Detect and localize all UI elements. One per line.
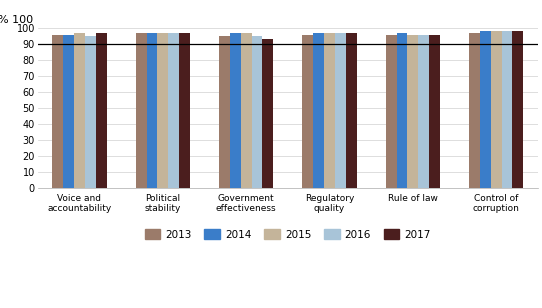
Bar [469, 33, 480, 188]
Bar [512, 31, 523, 188]
Bar [346, 33, 357, 188]
Bar [241, 33, 251, 188]
Bar [157, 33, 168, 188]
Bar [96, 33, 107, 188]
Bar [251, 36, 262, 188]
Bar [480, 31, 491, 188]
Bar [168, 33, 179, 188]
Bar [136, 33, 146, 188]
Bar [53, 34, 63, 188]
Bar [429, 34, 440, 188]
Bar [386, 34, 397, 188]
Bar [219, 36, 230, 188]
Bar [313, 33, 324, 188]
Bar [179, 33, 190, 188]
Bar [262, 39, 273, 188]
Bar [324, 33, 335, 188]
Bar [408, 34, 418, 188]
Bar [397, 33, 408, 188]
Bar [230, 33, 241, 188]
Bar [418, 34, 429, 188]
Bar [335, 33, 346, 188]
Legend: 2013, 2014, 2015, 2016, 2017: 2013, 2014, 2015, 2016, 2017 [140, 225, 435, 244]
Bar [501, 31, 512, 188]
Bar [302, 34, 313, 188]
Bar [491, 31, 501, 188]
Bar [74, 33, 85, 188]
Bar [85, 36, 96, 188]
Text: % 100: % 100 [0, 15, 33, 25]
Bar [63, 34, 74, 188]
Bar [146, 33, 157, 188]
